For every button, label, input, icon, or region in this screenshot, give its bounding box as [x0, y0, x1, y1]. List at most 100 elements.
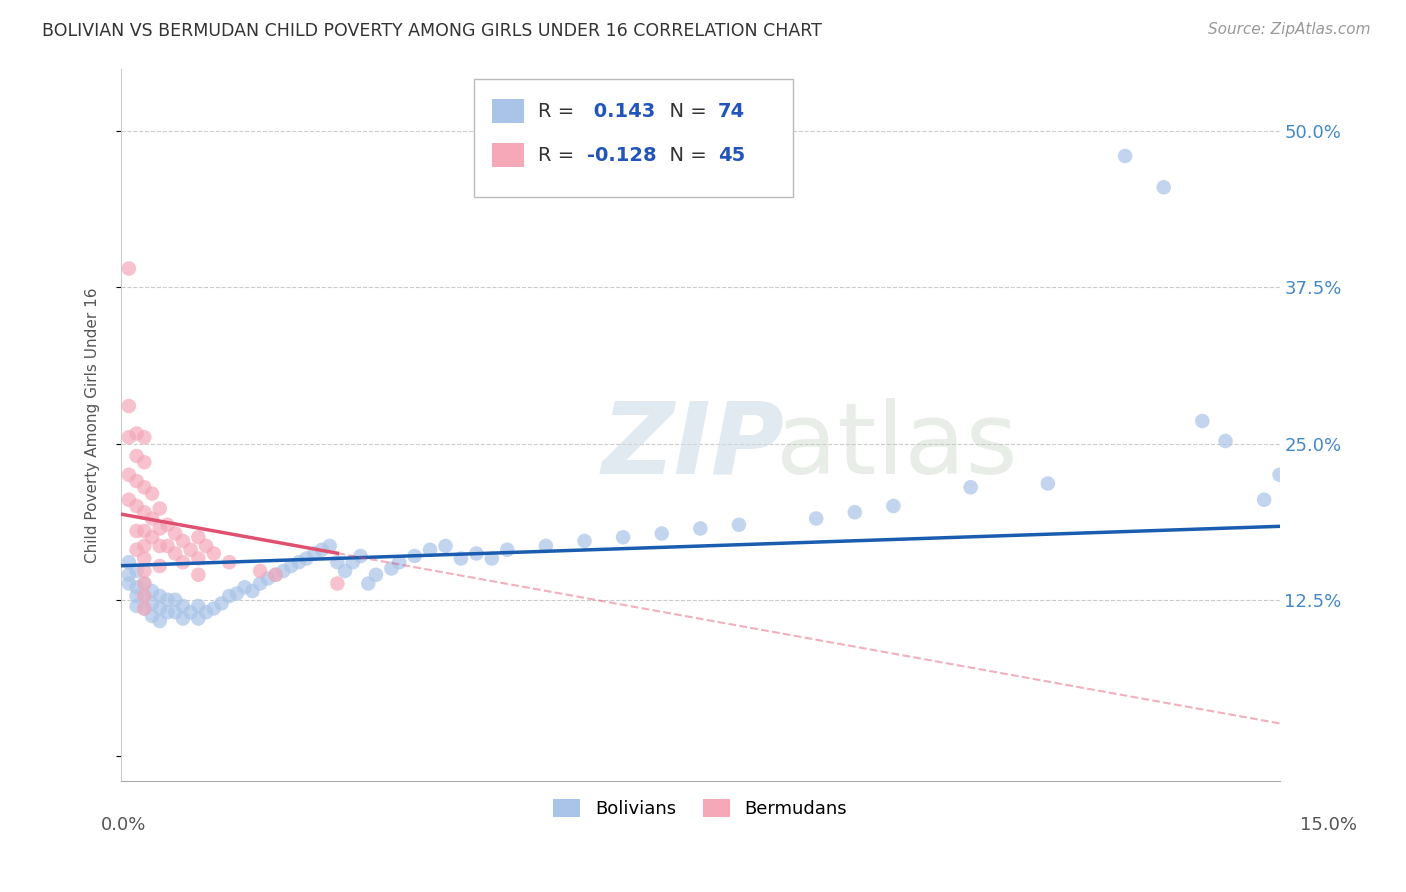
Point: [149, 539, 172, 553]
Point: [1253, 492, 1275, 507]
Point: [380, 561, 402, 575]
Point: [125, 499, 148, 513]
Text: 0.143: 0.143: [586, 102, 655, 120]
Point: [118, 467, 141, 482]
Point: [326, 555, 349, 569]
Point: [689, 521, 711, 535]
Point: [149, 559, 172, 574]
Point: [156, 517, 179, 532]
Point: [180, 542, 202, 557]
Point: [187, 611, 209, 625]
Point: [257, 572, 280, 586]
Text: 74: 74: [717, 102, 745, 120]
Point: [273, 564, 295, 578]
Point: [959, 480, 981, 494]
Point: [180, 605, 202, 619]
Point: [218, 555, 240, 569]
Point: [806, 511, 828, 525]
Text: N =: N =: [658, 102, 713, 120]
Point: [187, 599, 209, 613]
Point: [249, 576, 271, 591]
Point: [118, 430, 141, 444]
Point: [125, 542, 148, 557]
Point: [125, 564, 148, 578]
Point: [149, 521, 172, 535]
Point: [156, 539, 179, 553]
Point: [612, 530, 634, 544]
Point: [264, 567, 287, 582]
Point: [134, 551, 156, 566]
Text: Source: ZipAtlas.com: Source: ZipAtlas.com: [1208, 22, 1371, 37]
Text: 45: 45: [717, 146, 745, 165]
Point: [434, 539, 457, 553]
Point: [349, 549, 371, 563]
Point: [651, 526, 673, 541]
Point: [1268, 467, 1291, 482]
Point: [118, 555, 141, 569]
Legend: Bolivians, Bermudans: Bolivians, Bermudans: [546, 791, 855, 825]
Point: [1036, 476, 1059, 491]
Point: [218, 589, 240, 603]
Point: [202, 601, 225, 615]
Point: [264, 567, 287, 582]
Point: [280, 559, 302, 574]
Point: [195, 539, 218, 553]
Point: [125, 449, 148, 463]
Point: [882, 499, 904, 513]
Point: [233, 580, 256, 594]
Point: [118, 399, 141, 413]
Point: [134, 430, 156, 444]
Point: [125, 474, 148, 488]
Point: [496, 542, 519, 557]
Point: [134, 589, 156, 603]
Text: R =: R =: [538, 146, 581, 165]
Text: 0.0%: 0.0%: [101, 816, 146, 834]
Point: [342, 555, 364, 569]
Point: [125, 426, 148, 441]
Point: [141, 530, 163, 544]
Point: [1114, 149, 1136, 163]
Point: [149, 614, 172, 628]
Point: [134, 455, 156, 469]
Point: [357, 576, 380, 591]
Point: [118, 492, 141, 507]
Point: [149, 601, 172, 615]
Point: [211, 597, 233, 611]
Point: [141, 486, 163, 500]
Point: [134, 601, 156, 615]
FancyBboxPatch shape: [492, 99, 524, 123]
Point: [450, 551, 472, 566]
Point: [165, 605, 187, 619]
Point: [134, 576, 156, 591]
Point: [1191, 414, 1213, 428]
Point: [141, 511, 163, 525]
Point: [419, 542, 441, 557]
Point: [388, 555, 411, 569]
Point: [134, 539, 156, 553]
Point: [125, 580, 148, 594]
Y-axis label: Child Poverty Among Girls Under 16: Child Poverty Among Girls Under 16: [86, 287, 100, 563]
Point: [404, 549, 426, 563]
Point: [149, 589, 172, 603]
Point: [172, 611, 194, 625]
Point: [226, 586, 249, 600]
Point: [134, 480, 156, 494]
Point: [202, 547, 225, 561]
Text: -0.128: -0.128: [586, 146, 657, 165]
Text: atlas: atlas: [776, 398, 1018, 495]
Point: [311, 542, 333, 557]
Point: [134, 601, 156, 615]
Point: [187, 530, 209, 544]
Point: [149, 501, 172, 516]
Point: [141, 584, 163, 599]
Point: [134, 524, 156, 538]
Point: [242, 584, 264, 599]
Point: [728, 517, 751, 532]
Point: [333, 564, 356, 578]
Point: [134, 576, 156, 591]
Point: [118, 576, 141, 591]
Point: [465, 547, 488, 561]
Point: [134, 505, 156, 519]
Point: [172, 555, 194, 569]
Point: [187, 567, 209, 582]
